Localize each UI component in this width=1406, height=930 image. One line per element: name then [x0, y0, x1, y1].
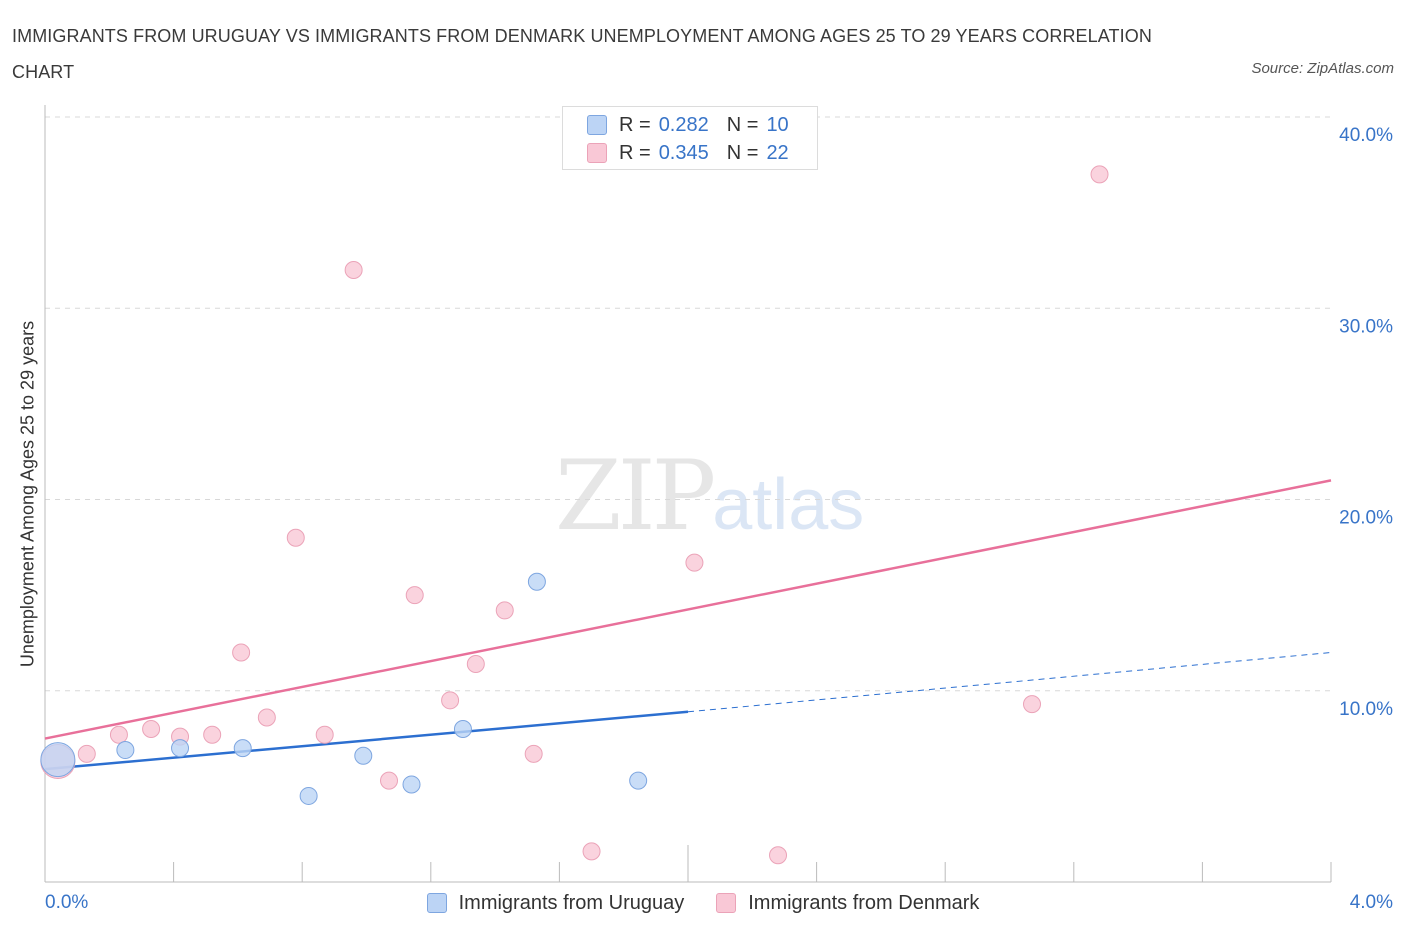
n-label: N =	[726, 141, 759, 164]
y-axis-label: Unemployment Among Ages 25 to 29 years	[17, 320, 38, 668]
correlation-legend: R = 0.282 N = 10 R = 0.345 N = 22	[562, 106, 818, 170]
denmark-point	[344, 261, 363, 279]
uruguay-point	[527, 572, 546, 591]
denmark-swatch-icon	[587, 143, 607, 163]
legend-label-denmark: Immigrants from Denmark	[748, 891, 980, 914]
denmark-point	[524, 744, 543, 763]
axes	[44, 105, 1332, 883]
denmark-point	[685, 553, 704, 572]
legend-item-uruguay[interactable]: Immigrants from Uruguay	[426, 891, 685, 915]
uruguay-point	[116, 741, 135, 760]
denmark-point	[769, 846, 788, 865]
y-tick-label: 30.0%	[1339, 316, 1393, 337]
uruguay-point	[453, 720, 472, 738]
series-legend: Immigrants from Uruguay Immigrants from …	[0, 888, 1406, 918]
r-label: R =	[619, 113, 651, 136]
denmark-point	[441, 691, 460, 710]
r-value-uruguay: 0.282	[658, 113, 709, 136]
n-label: N =	[726, 113, 759, 136]
denmark-point	[582, 842, 601, 861]
denmark-point	[77, 744, 96, 763]
legend-label-uruguay: Immigrants from Uruguay	[458, 891, 685, 914]
data-points	[40, 165, 1109, 865]
r-value-denmark: 0.345	[658, 141, 709, 164]
x-tick-label: 4.0%	[1350, 892, 1393, 913]
denmark-point	[286, 528, 305, 547]
denmark-point	[257, 708, 276, 727]
denmark-point	[203, 725, 222, 744]
denmark-point	[109, 725, 128, 744]
watermark: ZIPatlas	[555, 440, 864, 552]
uruguay-point	[40, 742, 76, 778]
legend-row-denmark: R = 0.345 N = 22	[587, 139, 789, 167]
denmark-point	[380, 771, 399, 790]
r-label: R =	[619, 141, 651, 164]
y-tick-label: 10.0%	[1339, 699, 1393, 720]
n-value-denmark: 22	[766, 141, 789, 164]
denmark-point	[315, 725, 334, 744]
legend-item-denmark[interactable]: Immigrants from Denmark	[716, 892, 979, 915]
uruguay-point	[299, 786, 318, 805]
denmark-point	[405, 586, 424, 605]
trend-lines	[44, 479, 1332, 771]
uruguay-trend-line	[44, 710, 689, 771]
denmark-point	[232, 643, 251, 662]
denmark-point	[142, 720, 161, 738]
denmark-swatch-icon	[716, 893, 737, 913]
uruguay-trend-extension	[687, 652, 1332, 713]
uruguay-point	[233, 739, 252, 758]
denmark-trend-line	[44, 479, 1332, 740]
y-tick-label: 40.0%	[1339, 125, 1393, 146]
tick-labels: 10.0% 20.0% 30.0% 40.0% 0.0% 4.0%	[45, 125, 1393, 913]
watermark-atlas: atlas	[712, 465, 865, 545]
uruguay-point	[171, 739, 190, 758]
legend-row-uruguay: R = 0.282 N = 10	[587, 111, 789, 139]
uruguay-swatch-icon	[426, 893, 447, 913]
uruguay-point	[354, 746, 373, 765]
uruguay-swatch-icon	[587, 115, 607, 135]
x-tick-label: 0.0%	[45, 892, 88, 913]
uruguay-point	[629, 771, 648, 790]
n-value-uruguay: 10	[766, 113, 789, 136]
uruguay-point	[402, 775, 421, 794]
denmark-point	[1090, 165, 1109, 184]
denmark-point	[495, 601, 514, 620]
y-tick-label: 20.0%	[1339, 508, 1393, 529]
grid-lines	[45, 116, 1331, 692]
denmark-point	[466, 654, 485, 673]
chart-title: IMMIGRANTS FROM URUGUAY VS IMMIGRANTS FR…	[12, 26, 1152, 82]
denmark-point	[1023, 695, 1042, 714]
source-label: Source: ZipAtlas.com	[1251, 60, 1394, 77]
watermark-zip: ZIP	[555, 440, 716, 552]
